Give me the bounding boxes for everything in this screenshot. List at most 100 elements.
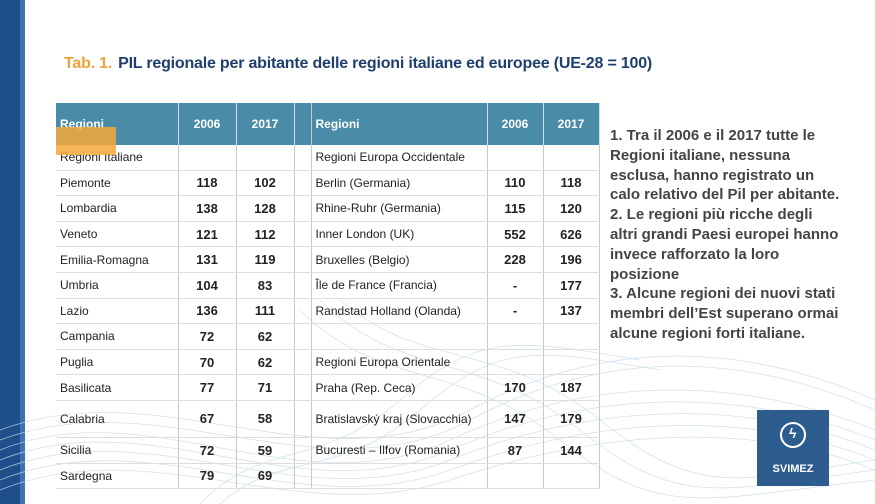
- gdp-table: Regioni 2006 2017 Regioni 2006 2017 Regi…: [56, 103, 600, 490]
- table-number: Tab. 1.: [64, 55, 113, 72]
- table-row: Sardegna 79 69: [56, 463, 600, 490]
- left-decor-stripe: [20, 0, 25, 504]
- cell-2006: 72: [178, 323, 237, 350]
- cell-2017: 177: [543, 272, 600, 299]
- table-row: Lazio 136 111 Randstad Holland (Olanda) …: [56, 298, 600, 325]
- cell-2006: 228: [487, 246, 544, 273]
- cell-2017: [236, 145, 295, 171]
- cell-2017: 120: [543, 195, 600, 222]
- cell-region: Lazio: [56, 298, 179, 325]
- cell-2006: 67: [178, 400, 237, 438]
- cell-2006: 552: [487, 221, 544, 248]
- cell-gap: [293, 400, 312, 438]
- cell-2017: 111: [236, 298, 295, 325]
- table-row: Sicilia 72 59 Bucuresti – Ilfov (Romania…: [56, 437, 600, 464]
- cell-2006: [178, 145, 237, 171]
- cell-2017: 128: [236, 195, 295, 222]
- header-2017-right: 2017: [543, 103, 600, 145]
- cell-region: Regioni Europa Orientale: [311, 349, 488, 376]
- cell-2017: [543, 463, 600, 490]
- cell-region: Bucuresti – Ilfov (Romania): [311, 437, 488, 464]
- cell-2006: [487, 349, 544, 376]
- cell-2017: 71: [236, 374, 295, 401]
- svimez-logo: ϟ SVIMEZ: [757, 410, 829, 486]
- cell-2006: 87: [487, 437, 544, 464]
- cell-region: Lombardia: [56, 195, 179, 222]
- table-header-row: Regioni 2006 2017 Regioni 2006 2017: [56, 103, 600, 145]
- cell-gap: [293, 323, 312, 350]
- cell-region: Puglia: [56, 349, 179, 376]
- table-row: Emilia-Romagna 131 119 Bruxelles (Belgio…: [56, 246, 600, 273]
- cell-region: Emilia-Romagna: [56, 246, 179, 273]
- cell-2017: [543, 349, 600, 376]
- table-row: Puglia 70 62 Regioni Europa Orientale: [56, 349, 600, 376]
- cell-2006: -: [487, 298, 544, 325]
- cell-2017: 112: [236, 221, 295, 248]
- orange-accent-block: [56, 127, 116, 155]
- cell-gap: [293, 298, 312, 325]
- cell-region: Inner London (UK): [311, 221, 488, 248]
- cell-gap: [293, 195, 312, 222]
- cell-gap: [293, 170, 312, 197]
- cell-region: Île de France (Francia): [311, 272, 488, 299]
- table-row: Veneto 121 112 Inner London (UK) 552 626: [56, 221, 600, 248]
- cell-2017: 62: [236, 323, 295, 350]
- logo-text: SVIMEZ: [772, 463, 814, 475]
- cell-2017: 187: [543, 374, 600, 401]
- cell-region: Piemonte: [56, 170, 179, 197]
- header-regioni-right: Regioni: [311, 103, 488, 145]
- cell-2006: 138: [178, 195, 237, 222]
- header-gap: [293, 103, 312, 145]
- table-row: Calabria 67 58 Bratislavský kraj (Slovac…: [56, 400, 600, 438]
- cell-2006: [487, 463, 544, 490]
- notes-panel: 1. Tra il 2006 e il 2017 tutte le Region…: [610, 126, 840, 344]
- cell-2017: [543, 323, 600, 350]
- cell-2017: 179: [543, 400, 600, 438]
- cell-gap: [293, 374, 312, 401]
- cell-region: Randstad Holland (Olanda): [311, 298, 488, 325]
- cell-2006: 77: [178, 374, 237, 401]
- cell-2017: 69: [236, 463, 295, 490]
- cell-region: Sardegna: [56, 463, 179, 490]
- cell-2006: 121: [178, 221, 237, 248]
- cell-2017: 119: [236, 246, 295, 273]
- cell-2006: 147: [487, 400, 544, 438]
- cell-2017: 626: [543, 221, 600, 248]
- table-row: Piemonte 118 102 Berlin (Germania) 110 1…: [56, 170, 600, 197]
- cell-gap: [293, 145, 312, 171]
- table-row: Regioni Italiane Regioni Europa Occident…: [56, 145, 600, 171]
- cell-region: [311, 323, 488, 350]
- cell-region: Bruxelles (Belgio): [311, 246, 488, 273]
- cell-2017: 137: [543, 298, 600, 325]
- cell-gap: [293, 437, 312, 464]
- table-title: Tab. 1. PIL regionale per abitante delle …: [64, 55, 652, 73]
- table-row: Campania 72 62: [56, 323, 600, 350]
- cell-region: [311, 463, 488, 490]
- cell-gap: [293, 246, 312, 273]
- table-title-text: PIL regionale per abitante delle regioni…: [118, 55, 653, 72]
- cell-2017: 62: [236, 349, 295, 376]
- cell-region: Praha (Rep. Ceca): [311, 374, 488, 401]
- cell-2017: 118: [543, 170, 600, 197]
- cell-2017: 196: [543, 246, 600, 273]
- cell-2006: [487, 323, 544, 350]
- cell-2006: 104: [178, 272, 237, 299]
- cell-2006: 136: [178, 298, 237, 325]
- cell-gap: [293, 221, 312, 248]
- cell-region: Basilicata: [56, 374, 179, 401]
- cell-2017: 102: [236, 170, 295, 197]
- lightning-circle-icon: [780, 422, 806, 448]
- note-1: 1. Tra il 2006 e il 2017 tutte le Region…: [610, 127, 840, 204]
- cell-2006: 79: [178, 463, 237, 490]
- cell-region: Umbria: [56, 272, 179, 299]
- cell-2006: 110: [487, 170, 544, 197]
- cell-2006: 131: [178, 246, 237, 273]
- cell-2006: 115: [487, 195, 544, 222]
- cell-gap: [293, 463, 312, 490]
- cell-2006: 118: [178, 170, 237, 197]
- cell-2017: 59: [236, 437, 295, 464]
- cell-2006: 70: [178, 349, 237, 376]
- table-row: Umbria 104 83 Île de France (Francia) - …: [56, 272, 600, 299]
- cell-region: Bratislavský kraj (Slovacchia): [311, 400, 488, 438]
- cell-2017: 58: [236, 400, 295, 438]
